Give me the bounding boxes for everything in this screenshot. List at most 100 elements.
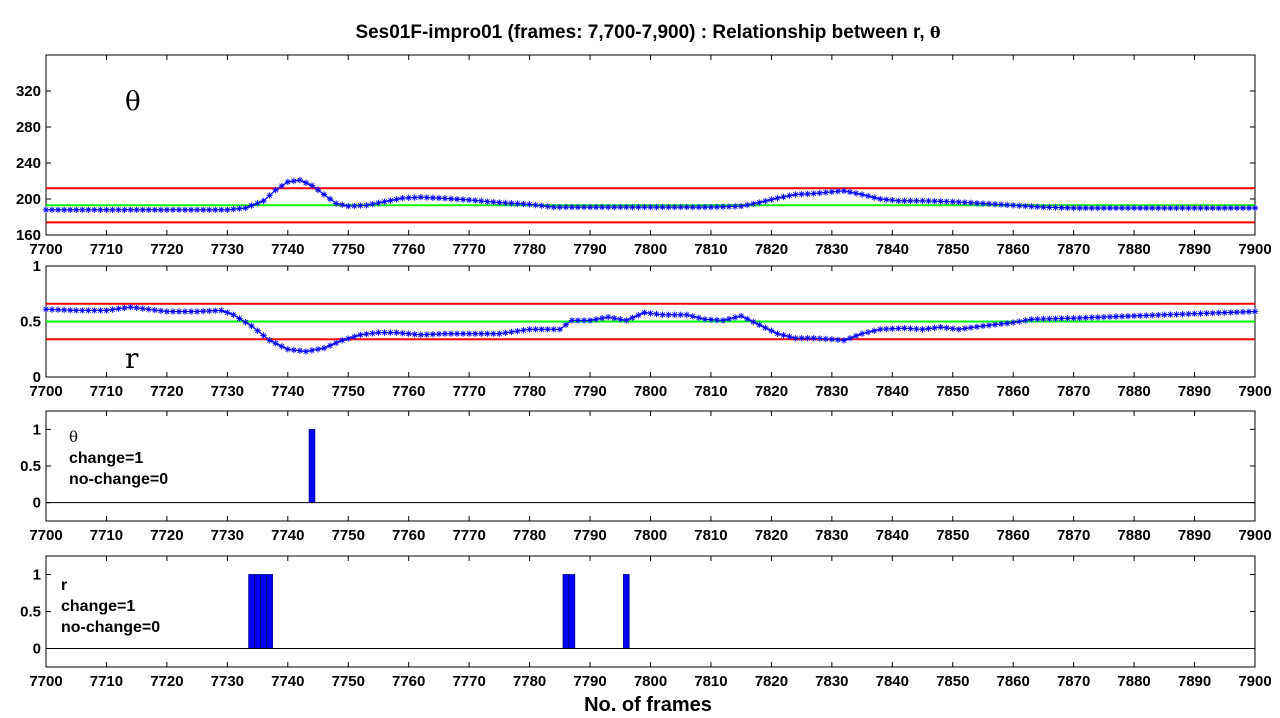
data-point xyxy=(97,307,104,314)
data-point xyxy=(79,307,86,314)
data-point xyxy=(248,322,255,330)
data-point xyxy=(901,324,908,332)
data-point xyxy=(490,330,497,337)
data-point xyxy=(1167,204,1174,212)
data-point xyxy=(846,188,854,196)
x-tick-label: 7710 xyxy=(90,241,123,258)
x-tick-label: 7770 xyxy=(452,241,485,258)
data-point xyxy=(453,330,461,337)
data-point xyxy=(429,331,437,338)
data-point xyxy=(357,331,364,339)
data-point xyxy=(314,186,322,194)
data-point xyxy=(254,200,261,207)
data-point xyxy=(60,206,68,213)
data-point xyxy=(187,206,195,213)
data-point xyxy=(193,308,201,315)
data-point xyxy=(496,199,503,206)
data-point xyxy=(351,333,358,340)
x-tick-label: 7800 xyxy=(634,241,667,258)
data-point xyxy=(1227,204,1235,212)
data-point xyxy=(1142,204,1150,212)
data-point xyxy=(659,311,666,319)
data-point xyxy=(1245,204,1253,212)
x-tick-label: 7720 xyxy=(150,383,183,400)
data-point xyxy=(574,317,582,324)
x-tick-label: 7890 xyxy=(1178,241,1211,258)
data-point xyxy=(290,177,298,185)
x-tick-label: 7870 xyxy=(1057,241,1090,258)
data-point xyxy=(719,317,727,324)
y-tick-label: 0.5 xyxy=(20,604,41,621)
data-point xyxy=(1082,314,1089,321)
data-point xyxy=(737,203,745,210)
data-point xyxy=(1233,204,1241,212)
data-point xyxy=(224,206,231,213)
data-point xyxy=(1094,314,1102,321)
data-point xyxy=(206,206,213,213)
data-point xyxy=(1179,204,1186,212)
data-point xyxy=(617,203,624,211)
data-point xyxy=(677,203,684,211)
x-tick-label: 7700 xyxy=(29,673,62,690)
x-tick-label: 7790 xyxy=(573,673,606,690)
data-point xyxy=(175,206,183,213)
data-point xyxy=(1040,315,1047,323)
data-point xyxy=(665,203,672,211)
data-point xyxy=(568,317,576,324)
data-point xyxy=(387,197,394,204)
data-point xyxy=(1076,204,1083,212)
data-point xyxy=(1088,204,1095,212)
data-point xyxy=(435,330,443,338)
theta-symbol: θ xyxy=(930,23,941,42)
subplot-1: 7700 7710 7720 7730 7740 7750 7760 7770 7780 7790… xyxy=(16,54,1272,258)
data-point xyxy=(629,314,636,321)
data-point xyxy=(1185,310,1192,318)
axes-box xyxy=(45,555,1256,668)
data-point xyxy=(1173,204,1180,212)
data-point xyxy=(242,319,249,326)
data-point xyxy=(1221,204,1228,212)
data-point xyxy=(236,315,243,322)
data-point xyxy=(1022,317,1029,324)
data-point xyxy=(562,321,570,329)
data-point xyxy=(465,196,473,204)
x-tick-label: 7810 xyxy=(694,241,727,258)
data-point xyxy=(393,196,400,203)
data-point xyxy=(514,327,521,335)
x-tick-label: 7750 xyxy=(332,241,365,258)
data-point xyxy=(985,200,993,208)
data-point xyxy=(1016,318,1023,325)
data-point xyxy=(580,203,588,211)
data-point xyxy=(248,202,255,209)
bar xyxy=(248,574,255,649)
data-point xyxy=(91,206,98,213)
data-point xyxy=(42,206,50,213)
data-point xyxy=(85,307,92,314)
data-point xyxy=(955,326,962,333)
data-point xyxy=(623,317,630,324)
data-point xyxy=(955,198,962,206)
data-point xyxy=(1052,204,1059,211)
data-point xyxy=(877,195,884,203)
panel-annotation-line: no-change=0 xyxy=(61,619,160,636)
data-point xyxy=(218,307,225,314)
x-tick-label: 7720 xyxy=(150,527,183,544)
data-point xyxy=(840,187,848,195)
data-point xyxy=(73,206,80,213)
data-point xyxy=(1052,315,1059,322)
data-point xyxy=(979,200,987,207)
data-point xyxy=(314,346,322,353)
x-tick-label: 7800 xyxy=(634,527,667,544)
x-tick-label: 7890 xyxy=(1178,527,1211,544)
x-tick-label: 7880 xyxy=(1117,673,1150,690)
data-point xyxy=(822,335,830,343)
y-tick-label: 320 xyxy=(16,83,41,100)
x-tick-label: 7700 xyxy=(29,383,62,400)
x-tick-label: 7880 xyxy=(1117,241,1150,258)
data-point xyxy=(1233,308,1241,316)
x-tick-label: 7860 xyxy=(997,527,1030,544)
data-point xyxy=(750,318,757,326)
data-point xyxy=(967,324,975,331)
y-tick-label: 1 xyxy=(33,567,41,584)
data-point xyxy=(858,330,866,337)
